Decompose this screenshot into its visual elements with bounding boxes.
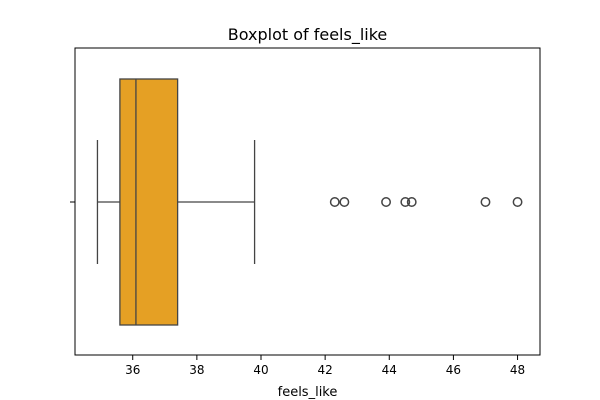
outlier-point bbox=[406, 197, 417, 207]
outlier-point bbox=[480, 197, 491, 207]
x-tick-label: 44 bbox=[382, 363, 397, 377]
x-tick-label: 40 bbox=[253, 363, 268, 377]
iqr-box bbox=[119, 78, 179, 326]
x-tick-label: 48 bbox=[510, 363, 525, 377]
x-tick-label: 36 bbox=[125, 363, 140, 377]
x-axis-label: feels_like bbox=[278, 385, 338, 400]
x-tick-label: 38 bbox=[189, 363, 204, 377]
outlier-point bbox=[339, 197, 350, 207]
x-tick-label: 46 bbox=[446, 363, 461, 377]
outlier-point bbox=[400, 197, 411, 207]
outlier-point bbox=[512, 197, 523, 207]
chart-title: Boxplot of feels_like bbox=[228, 25, 388, 45]
x-tick-label: 42 bbox=[317, 363, 332, 377]
plot-area bbox=[96, 78, 523, 326]
outlier-point bbox=[329, 197, 340, 207]
x-axis-ticks: 36 38 40 42 44 46 48 bbox=[125, 355, 525, 377]
outlier-point bbox=[381, 197, 392, 207]
